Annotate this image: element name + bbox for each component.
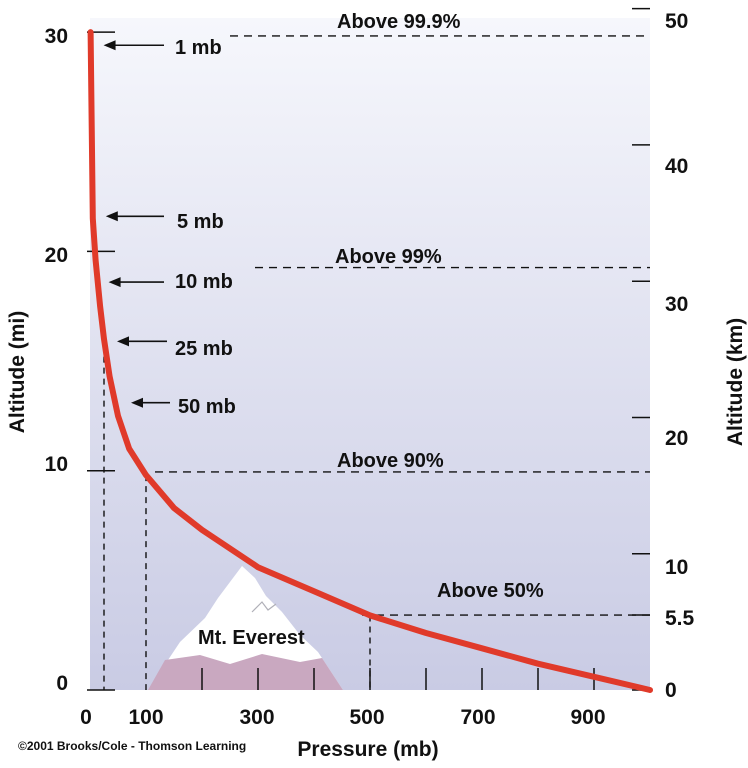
x-tick-label: 0 — [80, 706, 92, 729]
drop-lines — [103, 356, 371, 690]
x-tick-label: 100 — [128, 706, 163, 729]
x-tick-label: 500 — [349, 706, 384, 729]
pressure-arrows — [103, 40, 170, 408]
mt-everest-mountain — [148, 566, 343, 690]
y-tick-label-km: 30 — [665, 293, 688, 316]
pressure-curve — [87, 29, 653, 693]
y-tick-label-km: 10 — [665, 556, 688, 579]
x-tick-label: 900 — [570, 706, 605, 729]
pressure-level-label: 1 mb — [175, 37, 222, 59]
annotation-labels: Above 99.9% Above 99% Above 90% Above 50… — [335, 11, 544, 602]
pressure-arrow-head — [105, 211, 118, 222]
y-tick-label-mi: 0 — [56, 672, 68, 695]
pressure-arrow-head — [108, 277, 121, 288]
pressure-level-label: 50 mb — [178, 396, 236, 418]
y-tick-label-km: 40 — [665, 155, 688, 178]
y-tick-label-km: 20 — [665, 427, 688, 450]
x-tick-label: 700 — [460, 706, 495, 729]
y-tick-label-km: 5.5 — [665, 607, 695, 630]
annotation-label: Above 99% — [335, 246, 442, 268]
pressure-arrow-head — [131, 397, 143, 408]
mountain-label: Mt. Everest — [198, 627, 305, 649]
y-tick-label-mi: 30 — [45, 25, 68, 48]
plot-background — [90, 18, 650, 690]
pressure-level-label: 5 mb — [177, 211, 224, 233]
y-tick-label-mi: 10 — [45, 453, 68, 476]
annotation-label: Above 99.9% — [337, 11, 461, 33]
y-tick-label-km: 0 — [665, 679, 677, 702]
y-tick-label-km: 50 — [665, 10, 688, 33]
y-tick-label-mi: 20 — [45, 244, 68, 267]
pressure-level-label: 10 mb — [175, 271, 233, 293]
y-axis-title-right: Altitude (km) — [724, 318, 747, 446]
y-tick-labels-mi: 0 10 20 30 — [45, 25, 68, 695]
x-tick-labels: 0 100 300 500 700 900 — [80, 706, 605, 729]
pressure-arrow-head — [103, 40, 116, 51]
pressure-level-label: 25 mb — [175, 338, 233, 360]
copyright-credit: ©2001 Brooks/Cole - Thomson Learning — [18, 739, 246, 753]
y-axis-title-left: Altitude (mi) — [6, 311, 29, 433]
x-tick-label: 300 — [239, 706, 274, 729]
annotation-lines — [155, 35, 650, 616]
y-tick-labels-km: 0 5.5 10 20 30 40 50 — [665, 10, 695, 702]
annotation-label: Above 90% — [337, 450, 444, 472]
x-axis-title: Pressure (mb) — [297, 738, 438, 761]
pressure-arrow-head — [117, 336, 129, 347]
annotation-label: Above 50% — [437, 580, 544, 602]
pressure-level-labels: 1 mb 5 mb 10 mb 25 mb 50 mb — [175, 37, 236, 418]
